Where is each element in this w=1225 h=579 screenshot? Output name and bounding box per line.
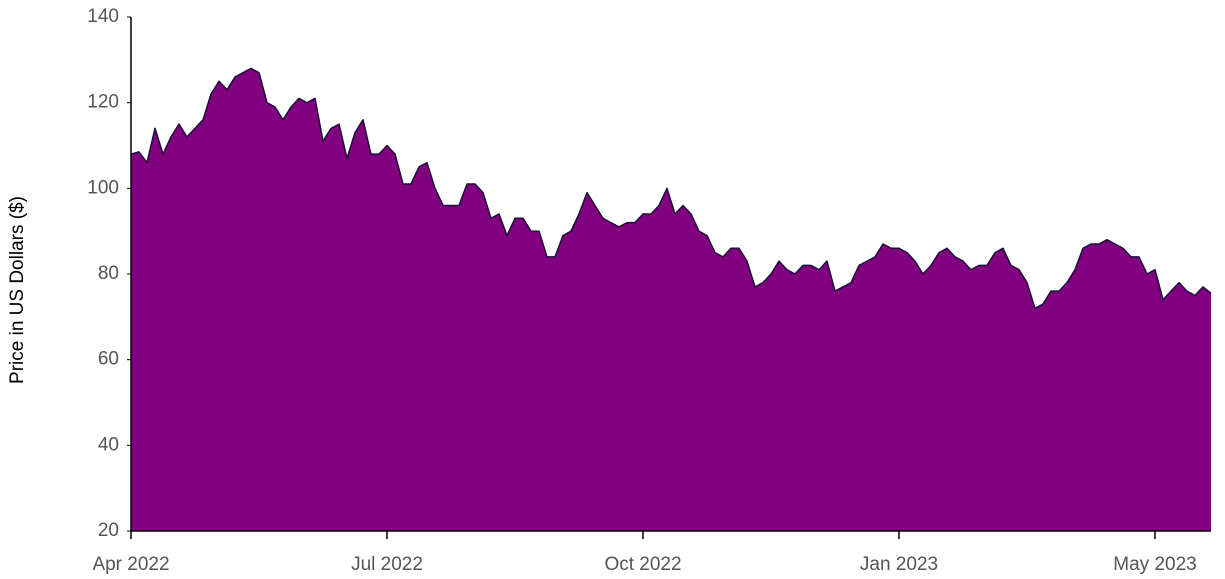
line <box>130 67 1212 310</box>
x-tick-label: Oct 2022 <box>604 554 681 575</box>
x-tick-label: May 2023 <box>1113 554 1196 575</box>
y-tick-label: 100 <box>87 177 119 198</box>
area <box>131 68 1211 532</box>
y-tick-label: 20 <box>98 520 119 541</box>
y-tick-label: 120 <box>87 92 119 113</box>
y-tick-label: 140 <box>87 6 119 27</box>
x-tick-label: Apr 2022 <box>92 554 169 575</box>
y-axis-label: Price in US Dollars ($) <box>7 196 28 384</box>
y-tick-label: 60 <box>98 349 119 370</box>
x-tick-label: Jul 2022 <box>351 554 423 575</box>
y-tick-label: 80 <box>98 263 119 284</box>
x-tick-label: Jan 2023 <box>860 554 938 575</box>
y-tick-label: 40 <box>98 434 119 455</box>
